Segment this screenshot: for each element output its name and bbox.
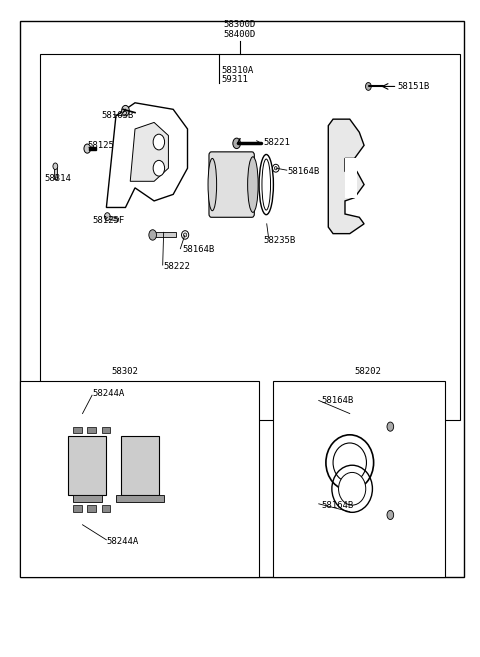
- Text: 58164B: 58164B: [288, 167, 320, 176]
- Ellipse shape: [183, 233, 187, 237]
- Text: 58125F: 58125F: [92, 216, 124, 225]
- Circle shape: [105, 213, 110, 221]
- Ellipse shape: [181, 231, 189, 239]
- Text: 58400D: 58400D: [224, 30, 256, 39]
- Bar: [274, 381, 445, 577]
- Circle shape: [153, 134, 165, 150]
- Bar: [345, 158, 357, 198]
- Bar: [87, 505, 96, 512]
- Circle shape: [84, 144, 91, 153]
- Text: 58221: 58221: [264, 137, 291, 147]
- Polygon shape: [116, 495, 164, 502]
- Text: 58164B: 58164B: [321, 501, 353, 510]
- Ellipse shape: [275, 167, 277, 170]
- Circle shape: [149, 230, 156, 240]
- Polygon shape: [328, 119, 364, 234]
- Bar: [73, 505, 82, 512]
- Text: 58164B: 58164B: [321, 396, 353, 405]
- Text: 58222: 58222: [164, 262, 191, 271]
- Circle shape: [233, 138, 240, 148]
- Bar: [21, 21, 464, 577]
- Circle shape: [365, 83, 371, 91]
- Circle shape: [53, 163, 58, 170]
- Circle shape: [121, 105, 129, 116]
- Bar: [21, 381, 259, 577]
- Polygon shape: [73, 495, 102, 502]
- Polygon shape: [68, 436, 107, 495]
- Text: 58314: 58314: [44, 173, 71, 183]
- Text: 58310A: 58310A: [221, 66, 253, 75]
- Ellipse shape: [248, 157, 258, 212]
- Text: 58244A: 58244A: [92, 390, 124, 398]
- Polygon shape: [130, 122, 168, 181]
- Ellipse shape: [262, 159, 271, 210]
- Bar: [89, 147, 96, 150]
- Bar: [107, 215, 119, 221]
- Circle shape: [387, 510, 394, 520]
- Circle shape: [153, 160, 165, 176]
- Text: 58302: 58302: [111, 367, 138, 376]
- Bar: [152, 233, 176, 237]
- Bar: [39, 54, 459, 420]
- Text: 58125: 58125: [87, 141, 114, 150]
- Text: 58202: 58202: [355, 367, 382, 376]
- Polygon shape: [120, 436, 159, 495]
- Ellipse shape: [338, 472, 366, 505]
- Bar: [73, 426, 82, 433]
- Bar: [54, 167, 57, 179]
- FancyBboxPatch shape: [209, 152, 254, 217]
- Bar: [87, 426, 96, 433]
- Text: 59311: 59311: [221, 76, 248, 84]
- Ellipse shape: [273, 164, 279, 172]
- Text: 58151B: 58151B: [397, 82, 430, 91]
- Text: 58244A: 58244A: [107, 537, 139, 545]
- Bar: [102, 426, 110, 433]
- Text: 58163B: 58163B: [102, 112, 134, 120]
- Ellipse shape: [333, 443, 366, 482]
- Text: 58164B: 58164B: [183, 246, 215, 254]
- Ellipse shape: [208, 158, 216, 211]
- Bar: [102, 505, 110, 512]
- Circle shape: [387, 422, 394, 431]
- Text: 58235B: 58235B: [264, 236, 296, 244]
- Text: 58300D: 58300D: [224, 20, 256, 29]
